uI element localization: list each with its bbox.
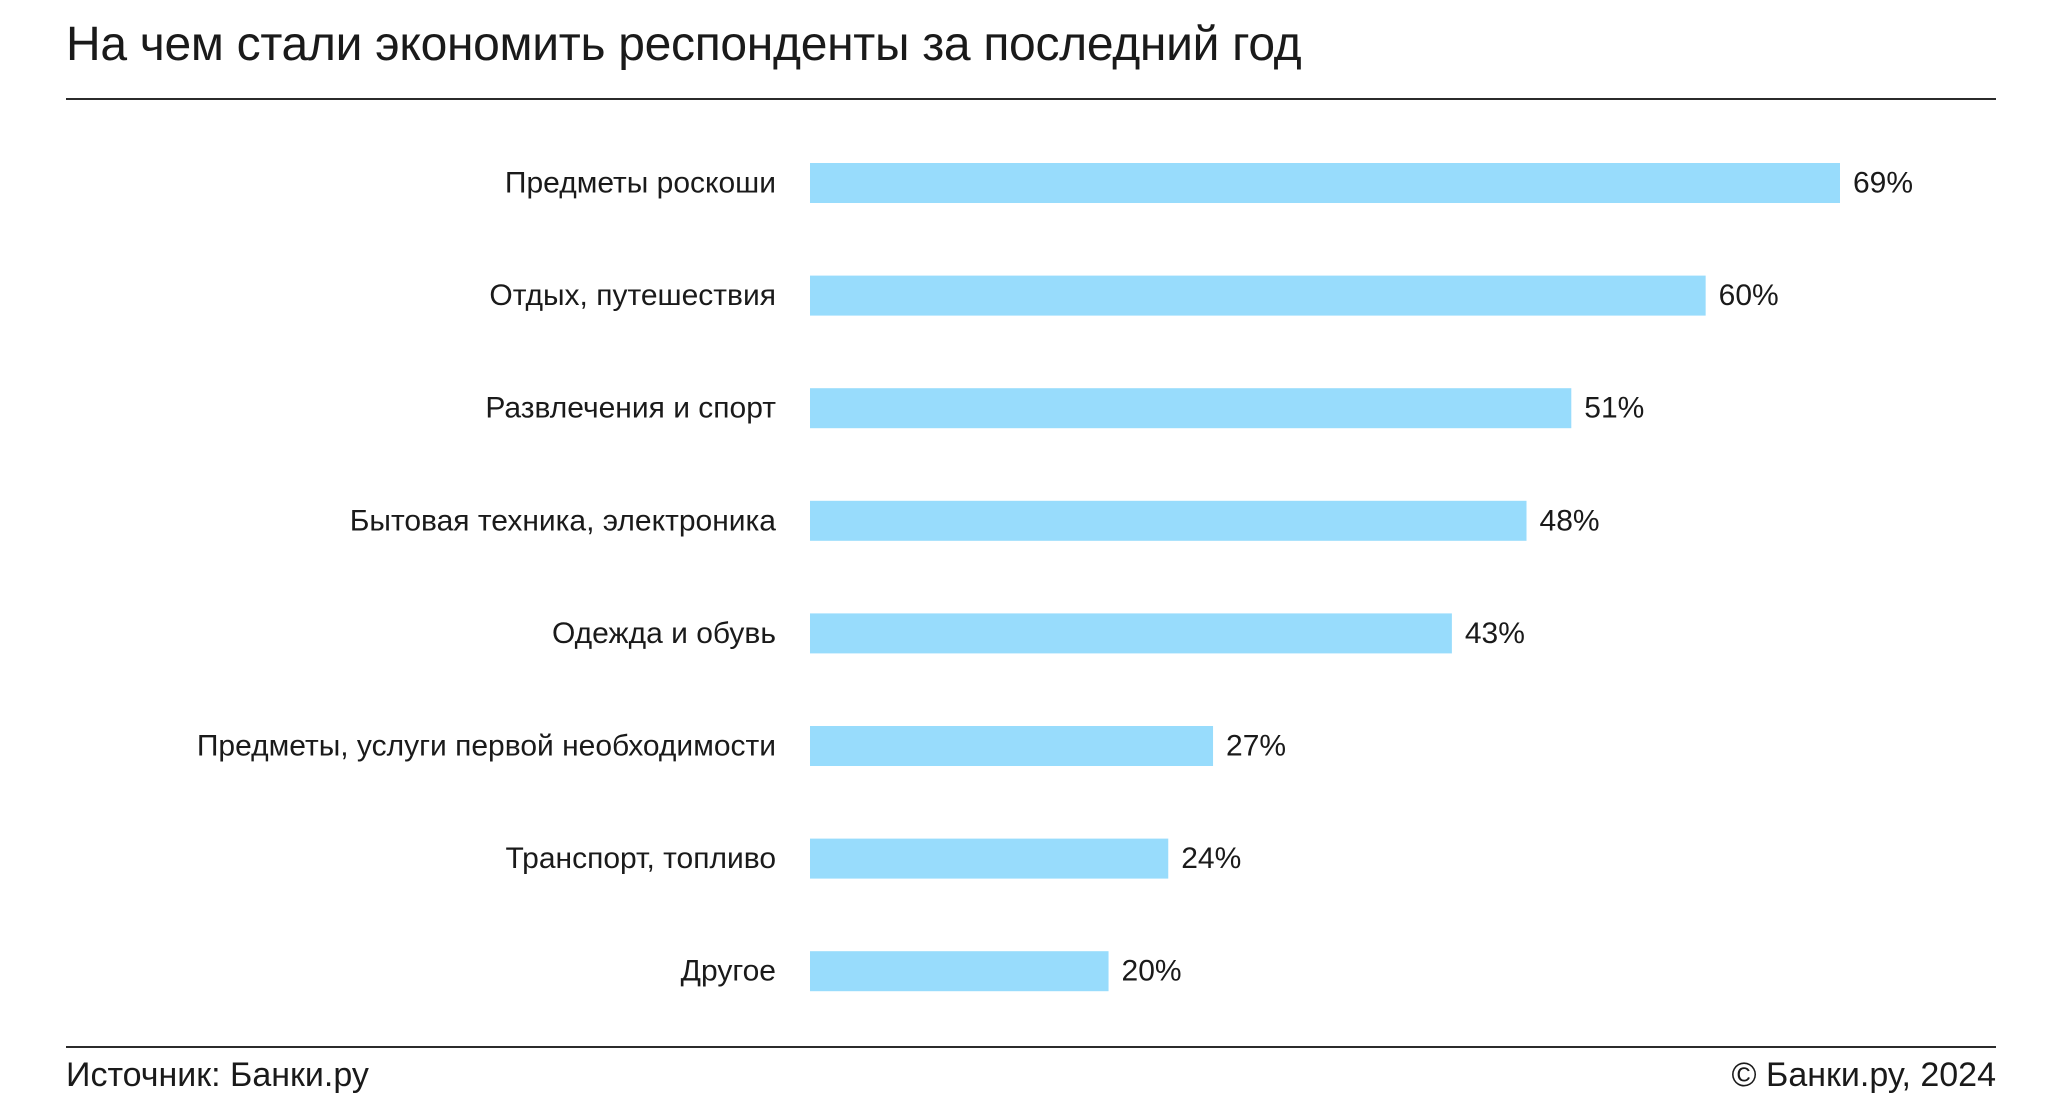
- value-label: 48%: [1540, 504, 1600, 537]
- category-label: Одежда и обувь: [552, 617, 776, 650]
- value-label: 60%: [1719, 279, 1779, 312]
- category-label: Предметы роскоши: [505, 167, 776, 200]
- value-label: 20%: [1122, 955, 1182, 988]
- bar: [810, 500, 1527, 541]
- bar: [810, 275, 1706, 316]
- chart-title: На чем стали экономить респонденты за по…: [66, 18, 1302, 71]
- bar: [810, 838, 1169, 879]
- bar: [810, 951, 1109, 992]
- bar: [810, 388, 1572, 429]
- value-label: 24%: [1181, 842, 1241, 875]
- category-label: Другое: [681, 955, 776, 988]
- category-label: Отдых, путешествия: [489, 279, 776, 312]
- value-label: 27%: [1226, 730, 1286, 763]
- bar: [810, 613, 1452, 654]
- copyright-note: © Банки.ру, 2024: [1731, 1056, 1996, 1094]
- category-label: Предметы, услуги первой необходимости: [197, 730, 776, 763]
- bars-layer: Предметы роскоши 69% Отдых, путешествия 60%…: [197, 163, 1913, 992]
- value-label: 51%: [1584, 392, 1644, 425]
- category-label: Транспорт, топливо: [506, 842, 777, 875]
- bar: [810, 726, 1214, 766]
- source-note: Источник: Банки.ру: [66, 1056, 369, 1094]
- category-label: Развлечения и спорт: [485, 392, 776, 425]
- category-label: Бытовая техника, электроника: [350, 504, 777, 537]
- footer-divider: [66, 1046, 1996, 1048]
- title-divider: [66, 98, 1996, 100]
- value-label: 43%: [1465, 617, 1525, 650]
- value-label: 69%: [1853, 167, 1913, 200]
- bar: [810, 163, 1840, 203]
